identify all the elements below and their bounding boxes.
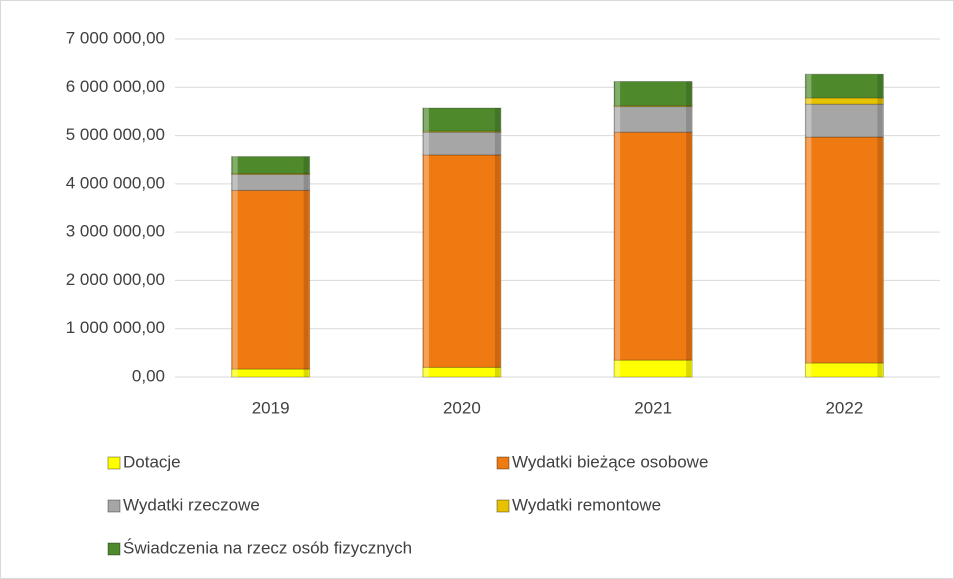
bar-bevel [303, 156, 309, 174]
y-tick-label: 4 000 000,00 [66, 173, 165, 192]
y-tick-label: 5 000 000,00 [66, 125, 165, 144]
y-tick-label: 0,00 [132, 366, 165, 385]
y-tick-label: 7 000 000,00 [66, 28, 165, 47]
bar-segment [422, 131, 502, 156]
bar-bevel [615, 81, 621, 106]
x-tick-label: 2019 [252, 398, 290, 417]
y-tick-label: 2 000 000,00 [66, 270, 165, 289]
bar-segment [422, 366, 502, 378]
bar-bevel [806, 74, 812, 98]
bar-bevel [494, 131, 500, 133]
bar-bevel [232, 173, 238, 175]
y-tick-label: 6 000 000,00 [66, 77, 165, 96]
bar-segment [613, 131, 693, 361]
y-tick-label: 1 000 000,00 [66, 318, 165, 337]
bar-bevel [423, 108, 429, 132]
bar-bevel [423, 367, 429, 377]
bar-segment [231, 368, 311, 378]
legend-label: Wydatki bieżące osobowe [512, 452, 708, 471]
bar-bevel [303, 173, 309, 175]
bar-segment [804, 73, 884, 99]
bar-bevel [806, 137, 812, 363]
bar-bevel [232, 369, 238, 377]
bar-bevel [806, 97, 812, 105]
bar-bevel [877, 137, 883, 363]
bar-bevel [494, 132, 500, 155]
bar-bevel [303, 190, 309, 370]
bar-bevel [615, 132, 621, 361]
bar-bevel [877, 104, 883, 138]
bar-segment [231, 173, 311, 191]
legend-label: Dotacje [123, 452, 181, 471]
bar-bevel [877, 74, 883, 98]
bar-bevel [686, 81, 692, 106]
bar-bevel [494, 108, 500, 132]
bar-segment [613, 106, 693, 133]
bar-segment [231, 156, 311, 174]
bar-segment [422, 107, 502, 132]
legend-swatch [496, 499, 510, 513]
bar-segment [231, 189, 311, 370]
bar-bevel [303, 369, 309, 377]
legend-label: Wydatki rzeczowe [123, 495, 260, 514]
bar-bevel [494, 367, 500, 377]
bar-bevel [686, 132, 692, 361]
bar-bevel [494, 154, 500, 368]
bar-segment [422, 154, 502, 368]
legend-label: Wydatki remontowe [512, 495, 661, 514]
bar-bevel [232, 156, 238, 174]
x-tick-label: 2020 [443, 398, 481, 417]
bar-segment [804, 103, 884, 138]
bar-bevel [877, 362, 883, 377]
bar-segment [613, 359, 693, 378]
legend-swatch [107, 542, 121, 556]
legend-swatch [107, 499, 121, 513]
bar-bevel [232, 174, 238, 191]
legend-label: Świadczenia na rzecz osób fizycznych [123, 538, 412, 557]
bar-bevel [806, 104, 812, 138]
bar-bevel [423, 154, 429, 368]
bar-bevel [686, 105, 692, 107]
x-tick-label: 2021 [634, 398, 672, 417]
bar-segment [804, 97, 884, 105]
bar-bevel [232, 190, 238, 370]
x-tick-label: 2022 [825, 398, 863, 417]
bar-bevel [423, 131, 429, 133]
bar-segment [804, 136, 884, 364]
legend-swatch [107, 456, 121, 470]
bar-bevel [686, 106, 692, 133]
bar-bevel [615, 105, 621, 107]
legend-swatch [496, 456, 510, 470]
bar-bevel [686, 360, 692, 377]
bar-segment [804, 362, 884, 378]
bar-bevel [615, 106, 621, 133]
bar-segment [613, 80, 693, 107]
y-tick-label: 3 000 000,00 [66, 222, 165, 241]
bar-bevel [615, 360, 621, 377]
bar-bevel [877, 97, 883, 105]
bar-bevel [806, 362, 812, 377]
bar-bevel [303, 174, 309, 191]
bar-bevel [423, 132, 429, 155]
